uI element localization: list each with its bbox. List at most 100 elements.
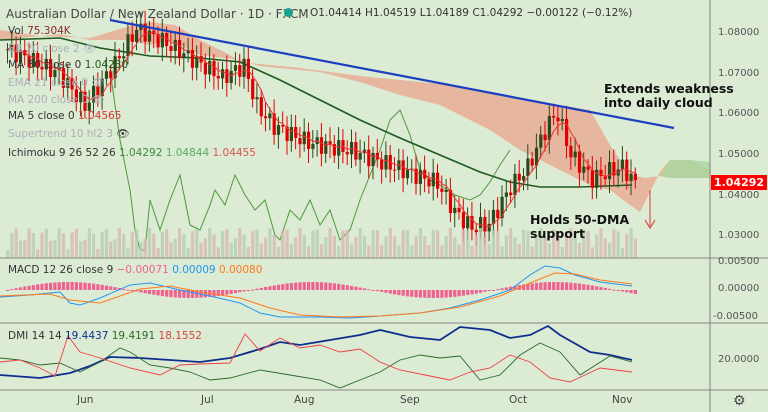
macd-histogram-bar bbox=[190, 290, 195, 298]
volume-bar bbox=[401, 230, 405, 258]
volume-bar bbox=[573, 237, 577, 258]
volume-bar bbox=[216, 247, 220, 258]
volume-bar bbox=[358, 228, 362, 258]
macd-histogram-bar bbox=[276, 284, 281, 290]
legend-ma50[interactable]: MA 50 close 0 1.04230 bbox=[8, 59, 129, 71]
market-status-icon bbox=[284, 8, 293, 17]
volume-bar bbox=[479, 228, 483, 258]
macd-histogram-bar bbox=[530, 283, 534, 290]
volume-bar bbox=[238, 228, 242, 258]
candle bbox=[96, 85, 100, 97]
candle bbox=[79, 91, 83, 103]
macd-histogram-bar bbox=[388, 290, 392, 294]
candle bbox=[401, 160, 405, 179]
volume-bar bbox=[126, 248, 130, 258]
macd-histogram-bar bbox=[410, 290, 414, 297]
candle bbox=[453, 207, 457, 214]
candle bbox=[582, 166, 586, 173]
legend-bb[interactable]: BB 20 close 2 👁 bbox=[8, 43, 97, 55]
volume-bar bbox=[311, 230, 315, 258]
volume-bar bbox=[457, 244, 461, 258]
trendline[interactable] bbox=[109, 18, 675, 130]
macd-histogram-bar bbox=[311, 282, 315, 290]
macd-histogram-bar bbox=[147, 290, 152, 295]
macd-histogram-bar bbox=[14, 288, 18, 290]
volume-bar bbox=[427, 244, 431, 258]
volume-bar bbox=[612, 229, 616, 258]
volume-bar bbox=[259, 243, 263, 258]
volume-bar bbox=[577, 243, 582, 258]
settings-gear-icon[interactable]: ⚙ bbox=[733, 393, 746, 409]
volume-bar bbox=[6, 250, 10, 258]
macd-histogram-bar bbox=[457, 290, 461, 297]
price-candles bbox=[6, 10, 637, 246]
legend-ma5[interactable]: MA 5 close 0 1.04565 bbox=[8, 110, 122, 122]
candle bbox=[595, 169, 599, 188]
volume-bar bbox=[169, 242, 173, 258]
legend-ma200[interactable]: MA 200 close 0 👁 bbox=[8, 94, 105, 106]
legend-vol[interactable]: Vol 75.304K bbox=[8, 25, 71, 37]
volume-bar bbox=[633, 238, 637, 258]
volume-bar bbox=[461, 229, 465, 258]
candle bbox=[388, 155, 392, 170]
volume-bar bbox=[152, 233, 156, 258]
macd-histogram-bar bbox=[44, 283, 48, 290]
macd-histogram-bar bbox=[332, 283, 336, 290]
macd-histogram-bar bbox=[543, 282, 547, 290]
macd-histogram-bar bbox=[526, 283, 530, 290]
ichimoku-cloud bbox=[0, 22, 710, 212]
candle bbox=[109, 71, 113, 79]
legend-ichimoku[interactable]: Ichimoku 9 26 52 26 1.04292 1.04844 1.04… bbox=[8, 147, 256, 159]
volume-bar bbox=[384, 236, 388, 258]
volume-bar bbox=[70, 232, 74, 258]
volume-bar bbox=[337, 245, 341, 258]
candle bbox=[276, 125, 281, 135]
legend-macd[interactable]: MACD 12 26 close 9 −0.00071 0.00009 0.00… bbox=[8, 264, 263, 276]
volume-bar bbox=[539, 228, 543, 258]
macd-histogram-bar bbox=[324, 282, 328, 290]
macd-histogram-bar bbox=[560, 282, 564, 290]
macd-histogram-bar bbox=[31, 285, 35, 290]
candle bbox=[556, 117, 560, 122]
volume-bar bbox=[418, 228, 422, 258]
candle bbox=[629, 173, 633, 182]
volume-bar bbox=[319, 244, 324, 258]
x-tick: Nov bbox=[612, 394, 633, 406]
macd-histogram-bar bbox=[259, 287, 263, 290]
candle bbox=[367, 149, 371, 167]
volume-bar bbox=[83, 239, 87, 258]
macd-histogram-bar bbox=[509, 286, 513, 290]
candle bbox=[332, 144, 336, 156]
macd-histogram-bar bbox=[427, 290, 431, 298]
volume-bar bbox=[212, 234, 216, 258]
macd-histogram-bar bbox=[268, 286, 272, 290]
candle bbox=[221, 69, 225, 79]
macd-histogram-bar bbox=[139, 290, 143, 293]
candle bbox=[539, 134, 543, 148]
volume-bar bbox=[229, 242, 233, 258]
candle bbox=[625, 159, 629, 182]
volume-bar bbox=[586, 231, 590, 258]
y-tick: 1.08000 bbox=[718, 27, 760, 38]
volume-bar bbox=[582, 229, 586, 258]
volume-bar bbox=[560, 246, 564, 258]
minus-di-line bbox=[0, 333, 633, 383]
ma5-line bbox=[7, 31, 636, 228]
volume-bar bbox=[186, 247, 190, 258]
legend-supertrend[interactable]: Supertrend 10 hl2 3 👁 bbox=[8, 128, 130, 140]
hidden-eye-icon: 👁 bbox=[91, 94, 105, 106]
volume-bar bbox=[410, 245, 414, 258]
legend-ema21[interactable]: EMA 21 close 0 👁 bbox=[8, 77, 105, 89]
macd-histogram-bar bbox=[10, 289, 14, 291]
macd-tick: 0.00500 bbox=[718, 256, 760, 267]
macd-histogram-bar bbox=[109, 286, 113, 290]
candle bbox=[44, 58, 48, 70]
volume-bar bbox=[350, 244, 354, 258]
candle bbox=[577, 151, 582, 173]
candle bbox=[522, 176, 526, 181]
legend-dmi[interactable]: DMI 14 14 19.4437 19.4191 18.1552 bbox=[8, 330, 202, 342]
macd-histogram-bar bbox=[573, 283, 577, 290]
volume-bar bbox=[143, 238, 147, 258]
candle bbox=[444, 189, 448, 192]
